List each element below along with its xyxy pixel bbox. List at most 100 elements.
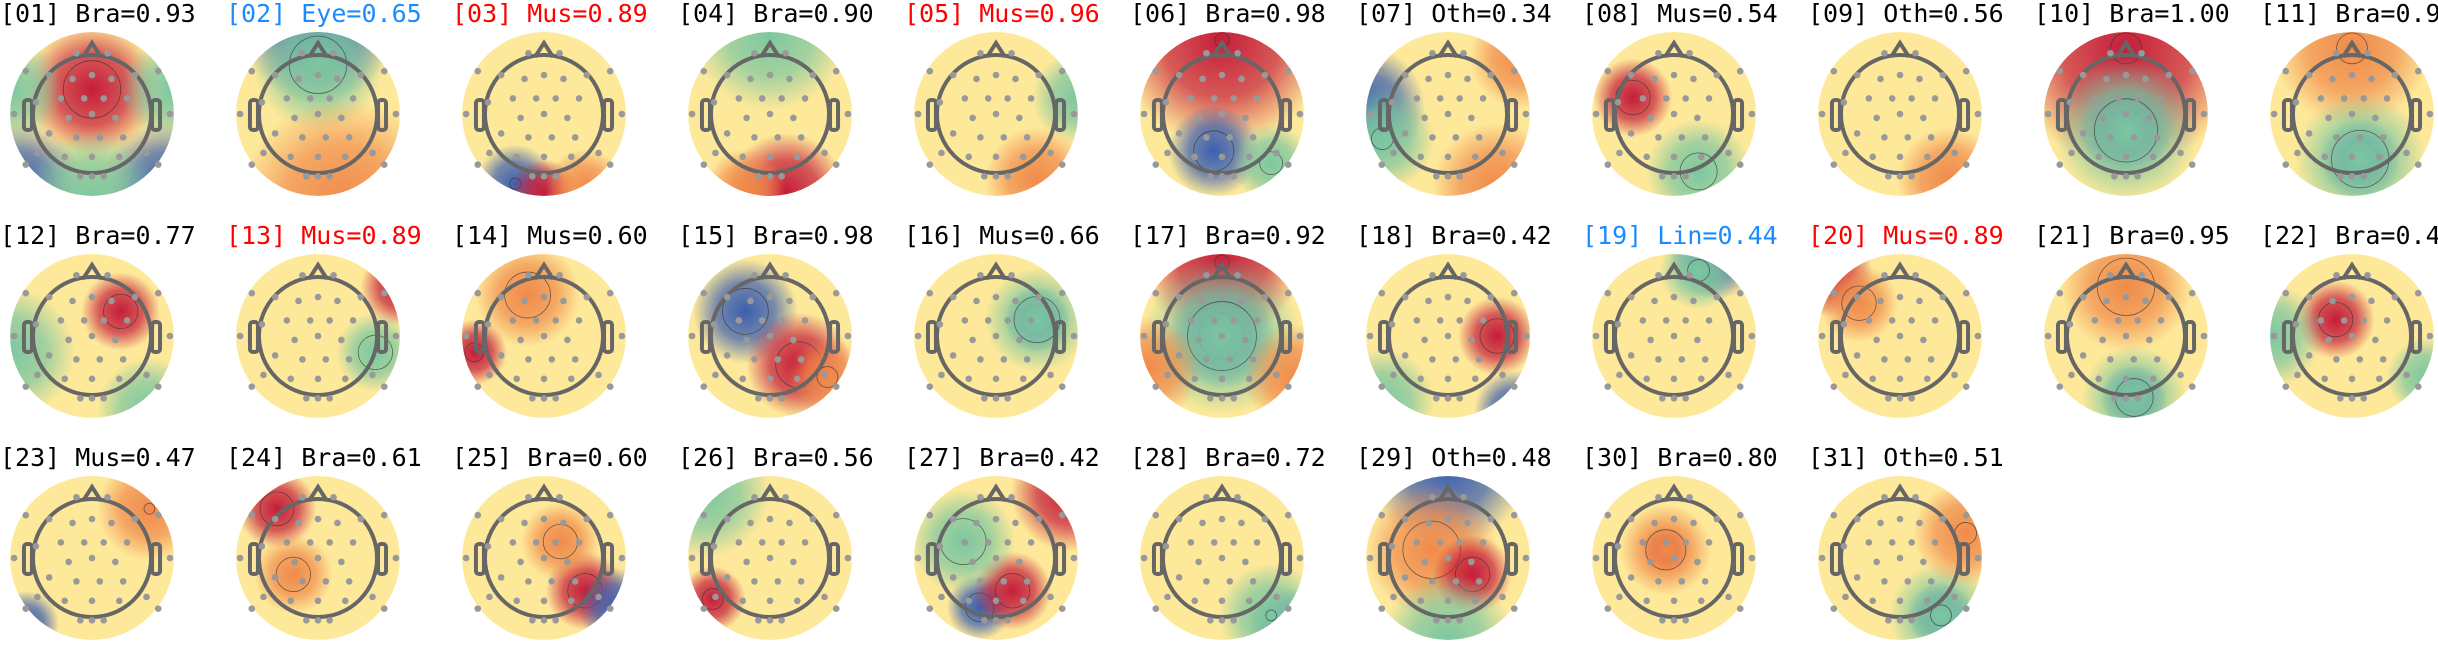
electrode	[108, 75, 115, 83]
electrode	[258, 321, 266, 328]
electrode	[100, 173, 107, 180]
contour-line	[143, 503, 156, 515]
electrode	[936, 321, 944, 328]
electrode	[723, 293, 731, 301]
electrode	[936, 99, 944, 106]
electrode	[525, 493, 532, 501]
electrode	[2122, 293, 2130, 301]
left-ear-icon	[247, 542, 260, 576]
electrode	[1923, 375, 1931, 383]
electrode	[2321, 375, 2329, 383]
electrode	[1873, 558, 1880, 566]
electrode	[1444, 375, 1452, 383]
electrode	[1840, 99, 1848, 106]
electrode	[560, 297, 567, 305]
electrode	[1487, 293, 1495, 301]
electrode	[1499, 149, 1506, 157]
electrode	[88, 153, 96, 161]
electrode	[1697, 153, 1705, 161]
electrode	[938, 149, 945, 157]
right-ear-icon	[828, 98, 841, 132]
left-ear-icon	[1151, 542, 1164, 576]
electrode	[2383, 95, 2391, 102]
electrode	[540, 173, 548, 180]
electrode	[1920, 114, 1927, 122]
electrode	[513, 375, 521, 383]
electrode	[1694, 336, 1701, 344]
nose-icon	[2115, 261, 2137, 281]
electrode	[564, 114, 571, 122]
electrode	[583, 293, 591, 301]
nose-icon	[1663, 261, 1685, 281]
electrode	[1604, 511, 1612, 519]
electrode	[1436, 317, 1444, 324]
electrode	[1152, 383, 1160, 390]
electrode	[22, 289, 30, 297]
electrode	[1070, 554, 1078, 562]
left-ear-icon	[1377, 98, 1390, 132]
nose-icon	[307, 261, 329, 281]
electrode	[314, 375, 322, 383]
electrode	[1429, 271, 1436, 279]
electrode	[606, 511, 614, 519]
electrode	[112, 558, 119, 566]
topomap	[2044, 254, 2208, 418]
electrode	[345, 134, 353, 141]
electrode	[797, 578, 805, 585]
electrode	[32, 543, 40, 550]
electrode	[2375, 153, 2383, 161]
electrode	[1896, 153, 1904, 161]
electrode	[357, 515, 365, 523]
electrode	[314, 173, 322, 180]
electrode	[1686, 49, 1693, 57]
electrode	[69, 75, 76, 83]
electrode	[88, 395, 96, 402]
electrode	[2099, 114, 2106, 122]
right-ear-icon	[1506, 98, 1519, 132]
electrode	[1164, 149, 1171, 157]
electrode	[486, 149, 493, 157]
electrode	[2157, 95, 2165, 102]
electrode	[1444, 515, 1452, 523]
electrode	[1401, 574, 1409, 581]
electrode	[766, 173, 774, 180]
electrode	[926, 289, 934, 297]
nose-icon	[307, 39, 329, 59]
electrode	[357, 293, 365, 301]
electrode	[1366, 554, 1374, 562]
electrode	[560, 75, 567, 83]
electrode	[1027, 317, 1035, 324]
electrode	[973, 297, 980, 305]
electrode	[1425, 75, 1432, 83]
electrode	[2282, 67, 2290, 75]
electrode	[2340, 317, 2348, 324]
electrode	[1140, 554, 1148, 562]
left-ear-icon	[1829, 320, 1842, 354]
electrode	[778, 95, 785, 102]
electrode	[108, 297, 115, 305]
electrode	[969, 558, 976, 566]
nose-icon	[759, 261, 781, 281]
electrode	[1974, 110, 1982, 118]
electrode	[525, 49, 532, 57]
electrode	[484, 543, 492, 550]
electrode	[73, 271, 80, 279]
electrode	[532, 95, 540, 102]
electrode	[1296, 332, 1304, 340]
electrode	[474, 67, 482, 75]
electrode	[766, 515, 774, 523]
electrode	[949, 574, 957, 581]
electrode	[1655, 134, 1662, 141]
electrode	[2375, 375, 2383, 383]
electrode	[1187, 95, 1195, 102]
electrode	[567, 153, 575, 161]
electrode	[1951, 593, 1958, 601]
electrode	[497, 293, 505, 301]
electrode	[1261, 71, 1269, 79]
component-panel: [18] Bra=0.42	[1356, 222, 1582, 427]
electrode	[532, 317, 540, 324]
electrode	[474, 289, 482, 297]
electrode	[115, 597, 123, 605]
electrode	[2107, 49, 2114, 57]
electrode	[1284, 67, 1292, 75]
